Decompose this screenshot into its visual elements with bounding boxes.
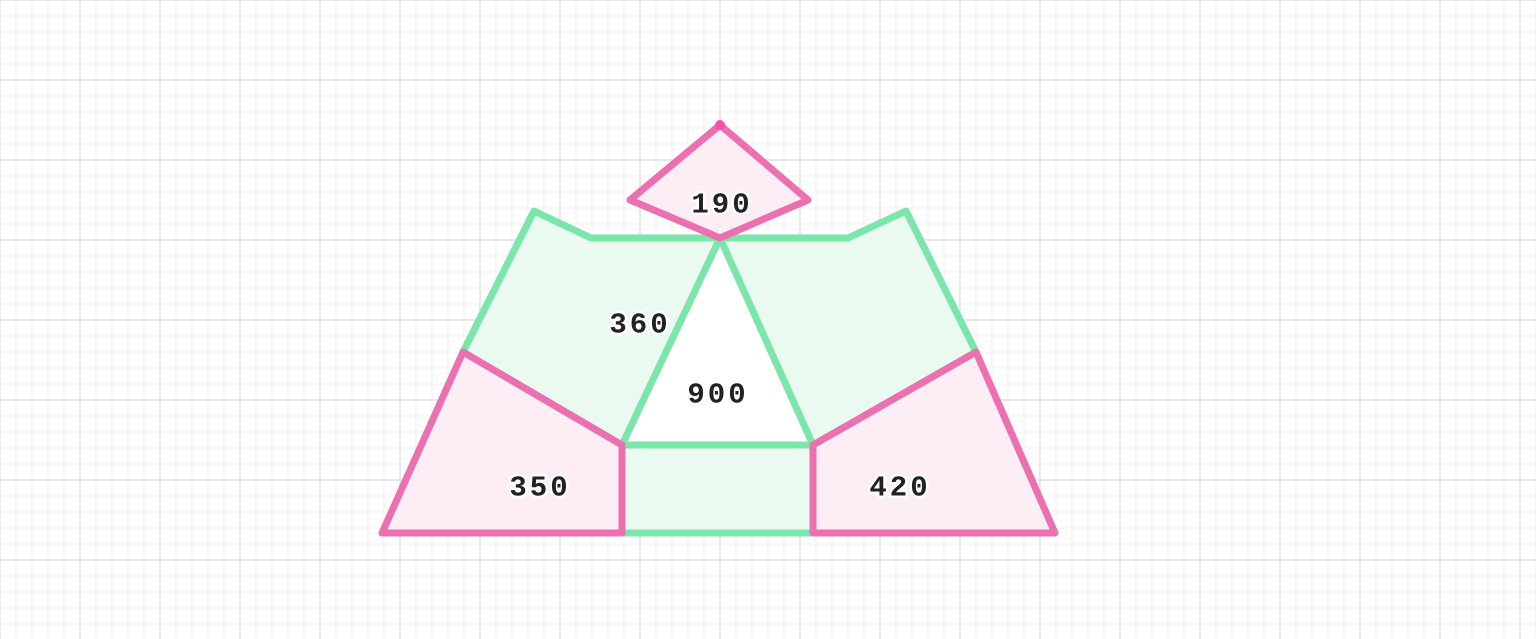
apex-dot bbox=[715, 120, 725, 130]
label-center: 900 bbox=[687, 379, 748, 412]
label-top: 190 bbox=[691, 189, 752, 222]
label-mid_left: 360 bbox=[609, 309, 670, 342]
label-br: 420 bbox=[869, 472, 930, 505]
label-bl: 350 bbox=[509, 472, 570, 505]
diagram-canvas: 190 360 900 350 420 bbox=[0, 0, 1536, 639]
